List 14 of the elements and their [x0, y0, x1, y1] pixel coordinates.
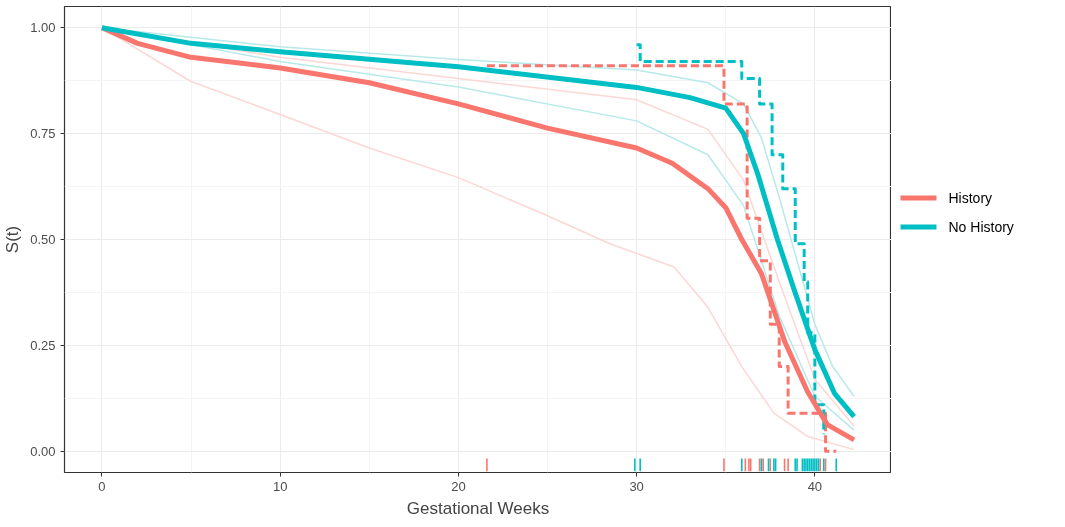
x-axis-title: Gestational Weeks: [406, 498, 550, 518]
y-tick-label: 1.00: [30, 20, 56, 36]
y-tick-label: 0.25: [30, 337, 56, 353]
y-axis-title: S(t): [3, 225, 23, 254]
legend-label: No History: [948, 218, 1014, 235]
legend-label: History: [948, 190, 993, 207]
y-tick-label: 0.50: [30, 232, 56, 247]
y-tick-label: 0.00: [30, 443, 56, 459]
x-tick-label: 20: [451, 478, 466, 494]
x-tick-label: 30: [629, 478, 644, 494]
x-tick-label: 0: [98, 478, 106, 494]
y-tick-label: 0.75: [30, 126, 56, 142]
x-tick-label: 40: [807, 478, 823, 494]
x-tick-label: 10: [272, 478, 288, 494]
